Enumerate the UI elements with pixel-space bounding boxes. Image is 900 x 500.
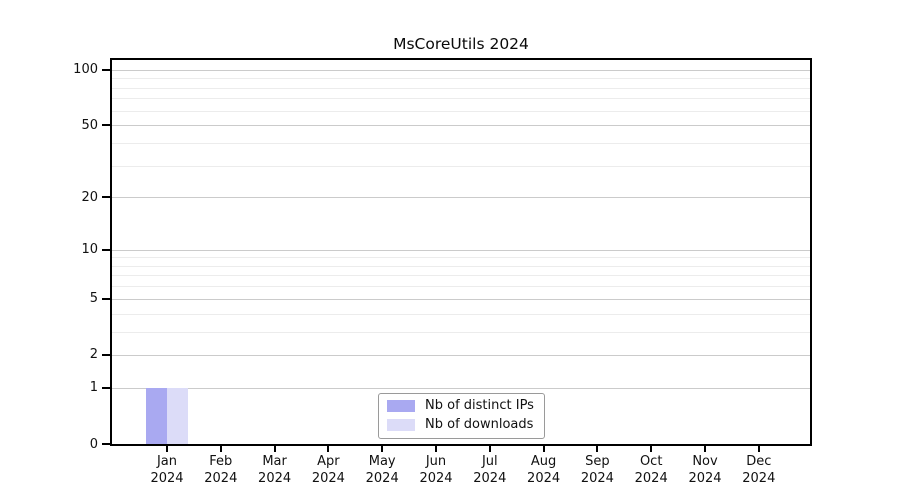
legend-label-nb-of-distinct-ips: Nb of distinct IPs: [425, 398, 534, 413]
x-tick-mark: [488, 444, 491, 452]
x-tick-mark: [166, 444, 168, 452]
x-tick-label: Jun 2024: [419, 454, 453, 486]
gridline-major: [112, 249, 810, 251]
x-tick-mark: [650, 444, 653, 452]
y-tick-mark: [102, 353, 110, 356]
gridline-major: [112, 387, 810, 389]
legend-row-nb-of-downloads: Nb of downloads: [387, 417, 534, 433]
x-tick-label: Mar 2024: [258, 454, 292, 486]
x-tick-mark: [327, 444, 330, 452]
legend-label-nb-of-downloads: Nb of downloads: [425, 417, 534, 432]
x-tick-label: May 2024: [365, 454, 399, 486]
gridline-major: [112, 125, 810, 127]
x-tick-label: Jan 2024: [150, 454, 184, 486]
gridline-minor: [112, 87, 810, 89]
y-tick-mark: [102, 297, 110, 300]
gridline-minor: [112, 98, 810, 100]
x-tick-label: Nov 2024: [688, 454, 722, 486]
y-tick-label: 5: [89, 291, 98, 307]
legend-swatch-nb-of-downloads: [387, 419, 415, 431]
x-tick-mark: [381, 444, 384, 452]
gridline-minor: [112, 110, 810, 112]
x-tick-label: Apr 2024: [311, 454, 345, 486]
gridline-minor: [112, 165, 810, 167]
plot-area: Nb of distinct IPs Nb of downloads 0 1 2 5 10…: [73, 58, 812, 486]
y-tick-label: 2: [89, 347, 98, 363]
gridline-minor: [112, 257, 810, 259]
gridline-major: [112, 197, 810, 199]
gridline-minor: [112, 313, 810, 315]
y-tick-mark: [102, 386, 110, 389]
gridline-minor: [112, 331, 810, 333]
legend: Nb of distinct IPs Nb of downloads: [378, 393, 545, 439]
y-tick-label: 0: [89, 436, 98, 452]
bar-nb-of-downloads-jan: [167, 387, 188, 444]
legend-row-nb-of-distinct-ips: Nb of distinct IPs: [387, 398, 534, 414]
gridline-minor: [112, 265, 810, 267]
x-tick-mark: [596, 444, 599, 452]
x-tick-mark: [219, 444, 222, 452]
gridline-major: [112, 298, 810, 300]
x-tick-label: Aug 2024: [527, 454, 561, 486]
x-tick-mark: [542, 444, 545, 452]
y-tick-mark: [102, 248, 110, 251]
x-tick-label: Jul 2024: [473, 454, 507, 486]
y-tick-mark: [102, 196, 110, 199]
y-tick-label: 100: [73, 62, 98, 78]
x-tick-mark: [757, 444, 760, 452]
x-tick-mark: [704, 444, 706, 452]
gridline-minor: [112, 275, 810, 277]
gridline-minor: [112, 142, 810, 144]
legend-swatch-nb-of-distinct-ips: [387, 400, 415, 412]
y-tick-mark: [102, 124, 110, 127]
y-tick-mark: [102, 68, 110, 71]
gridline-minor: [112, 78, 810, 80]
x-tick-label: Feb 2024: [204, 454, 238, 486]
y-tick-mark: [102, 443, 110, 445]
bar-nb-of-distinct-ips-jan: [146, 387, 167, 444]
gridline-major: [112, 354, 810, 356]
x-tick-mark: [273, 444, 276, 452]
x-tick-label: Sep 2024: [580, 454, 614, 486]
x-tick-mark: [435, 444, 437, 452]
y-tick-label: 20: [81, 189, 98, 205]
x-tick-label: Oct 2024: [634, 454, 668, 486]
chart-title: MsCoreUtils 2024: [393, 35, 529, 53]
y-tick-label: 50: [81, 117, 98, 133]
y-tick-label: 10: [81, 242, 98, 258]
gridline-major: [112, 69, 810, 71]
gridline-minor: [112, 286, 810, 288]
y-tick-label: 1: [89, 380, 98, 396]
x-tick-label: Dec 2024: [742, 454, 776, 486]
